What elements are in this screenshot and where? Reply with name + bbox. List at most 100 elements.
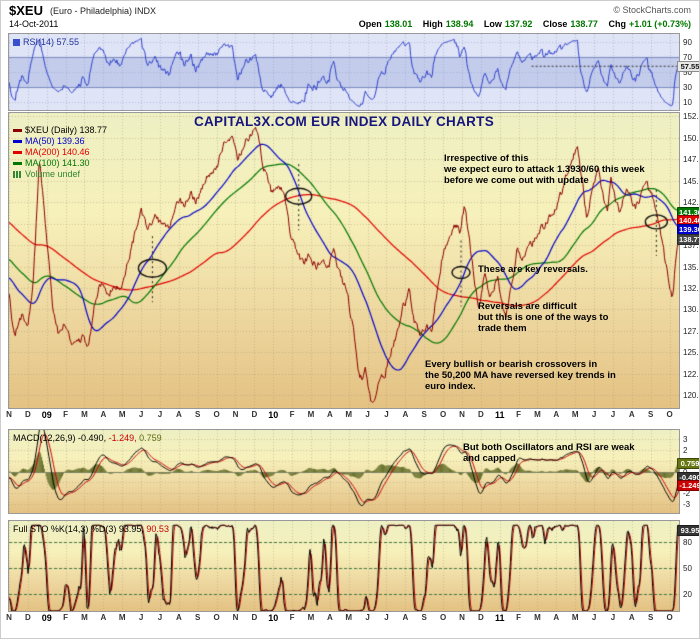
- y-axis-label: 2: [683, 445, 688, 455]
- chart-title: CAPITAL3X.COM EUR INDEX DAILY CHARTS: [193, 114, 495, 129]
- last-value-box: 138.77: [677, 233, 699, 245]
- annotation-reversals-difficult: Reversals are difficult but this is one …: [478, 301, 609, 334]
- copyright: © StockCharts.com: [613, 5, 691, 15]
- line-style-icon: [13, 140, 22, 144]
- x-axis-label: 09: [41, 613, 52, 623]
- y-axis-label: 120.0: [683, 391, 699, 401]
- x-axis-label: O: [213, 410, 220, 419]
- x-axis-label: J: [591, 410, 597, 419]
- y-axis-label: 150.0: [683, 133, 699, 143]
- x-axis-label: A: [100, 410, 107, 419]
- x-axis-label: 10: [268, 613, 279, 623]
- y-axis-label: 70: [683, 52, 692, 62]
- x-axis-label: N: [6, 613, 12, 622]
- y-axis-label: 125.0: [683, 348, 699, 358]
- y-axis-label: 130.0: [683, 305, 699, 315]
- x-axis-label: A: [628, 613, 635, 622]
- x-axis-label: J: [384, 613, 389, 622]
- x-axis-label: F: [289, 410, 295, 419]
- legend-text: MA(200) 140.46: [25, 147, 90, 157]
- y-axis-label: 3: [683, 434, 688, 444]
- macd-panel-plot: [8, 429, 680, 514]
- x-axis-label: M: [307, 410, 315, 419]
- open-label: Open: [358, 19, 382, 29]
- x-axis-label: M: [345, 410, 353, 419]
- stochastic-panel-plot: [8, 520, 680, 612]
- x-axis-label: N: [232, 410, 239, 419]
- last-value-box: -1.249: [677, 480, 699, 492]
- x-axis-label: M: [118, 410, 126, 419]
- x-axis-label: A: [175, 613, 182, 622]
- rsi-value: 57.55: [56, 37, 80, 47]
- sto-k-value: 93.95,: [118, 524, 144, 534]
- x-axis-label: J: [138, 613, 144, 622]
- x-axis-label: J: [138, 410, 144, 419]
- x-axis-label: D: [24, 613, 31, 622]
- x-axis-label: D: [477, 410, 484, 419]
- x-axis-label: J: [157, 410, 163, 419]
- annotation-ma-crossovers: Every bullish or bearish crossovers in t…: [425, 359, 616, 392]
- x-axis-label: D: [251, 613, 258, 622]
- y-axis-label: 145.0: [683, 176, 699, 186]
- price-legend-item: MA(100) 141.30: [13, 158, 90, 168]
- rsi-label: RSI(14): [23, 37, 55, 47]
- x-axis-label: F: [63, 613, 69, 622]
- x-axis-label: N: [459, 613, 465, 622]
- x-axis-label: M: [534, 410, 541, 419]
- x-axis-label: 11: [494, 613, 505, 623]
- chart-date: 14-Oct-2011: [9, 19, 59, 29]
- x-axis-label: 09: [41, 410, 52, 420]
- macd-hist-value: 0.759: [139, 433, 162, 443]
- x-axis-label: O: [213, 613, 220, 622]
- x-axis-label: M: [571, 613, 579, 622]
- high-label: High: [422, 19, 443, 29]
- x-axis-label: S: [648, 613, 654, 622]
- y-axis-label: 142.5: [683, 198, 699, 208]
- x-axis-label: A: [628, 410, 635, 419]
- x-axis-label: S: [195, 410, 201, 419]
- sto-label: Full STO %K(14,3) %D(3): [13, 524, 117, 534]
- rsi-panel-plot: [8, 33, 680, 111]
- x-axis-label: D: [251, 410, 258, 419]
- x-axis-label: A: [326, 410, 333, 419]
- x-axis-label: M: [345, 613, 353, 622]
- price-legend-item: $XEU (Daily) 138.77: [13, 125, 107, 135]
- x-axis-label: D: [24, 410, 31, 419]
- x-axis-label: M: [307, 613, 315, 622]
- x-axis-label: S: [648, 410, 654, 419]
- macd-legend: MACD(12,26,9) -0.490, -1.249, 0.759: [13, 433, 162, 443]
- y-axis-label: 50: [683, 68, 692, 77]
- y-axis-label: 30: [683, 83, 692, 93]
- close-value: 138.77: [570, 19, 598, 29]
- low-value: 137.92: [504, 19, 533, 29]
- x-axis-label: S: [421, 613, 427, 622]
- close-label: Close: [542, 19, 568, 29]
- x-axis-label: A: [402, 613, 409, 622]
- x-axis-label: F: [63, 410, 69, 419]
- last-value-box: 57.55: [677, 61, 699, 73]
- x-axis-label: O: [666, 410, 673, 419]
- x-axis-label: M: [534, 613, 541, 622]
- open-value: 138.01: [384, 19, 413, 29]
- y-axis-label: 20: [683, 589, 692, 599]
- macd-value: -0.490,: [78, 433, 107, 443]
- x-axis-label: J: [365, 613, 370, 622]
- x-axis-label: F: [516, 410, 521, 419]
- x-axis-label: J: [384, 410, 389, 419]
- x-axis-label: F: [289, 613, 295, 622]
- y-axis-label: 90: [683, 37, 692, 47]
- rsi-legend: RSI(14) 57.55: [13, 37, 79, 47]
- x-axis-label: N: [232, 613, 239, 622]
- price-legend-item: Volume undef: [13, 169, 80, 179]
- annotation-key-reversals: These are key reversals.: [478, 264, 588, 275]
- macd-signal-value: -1.249,: [108, 433, 137, 443]
- x-axis-label: O: [439, 613, 447, 622]
- chg-value: +1.01 (+0.73%): [628, 19, 691, 29]
- quote-line: Open 138.01 High 138.94 Low 137.92 Close 138…: [351, 19, 691, 30]
- legend-text: MA(100) 141.30: [25, 158, 90, 168]
- y-axis-label: -2: [683, 489, 691, 499]
- price-legend-item: MA(200) 140.46: [13, 147, 90, 157]
- x-axis-label: J: [157, 613, 163, 622]
- y-axis-label: -3: [683, 500, 691, 510]
- chg-label: Chg: [608, 19, 626, 29]
